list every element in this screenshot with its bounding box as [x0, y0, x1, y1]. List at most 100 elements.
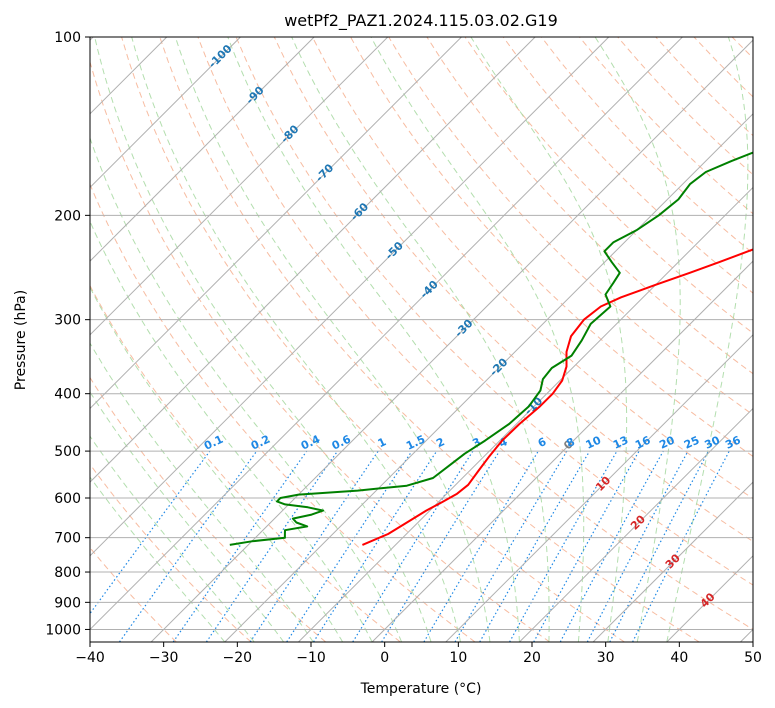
mixing-ratio-label: 25 — [682, 434, 701, 452]
mixing-ratio-line — [249, 450, 379, 642]
dry-adiabat — [693, 37, 753, 98]
mixing-ratio-label: 0.6 — [330, 432, 353, 452]
skewed-isotherm — [150, 39, 753, 642]
mixing-ratio-line — [312, 450, 438, 642]
y-tick-label: 200 — [54, 208, 81, 224]
skewed-isotherm — [90, 37, 315, 262]
dry-adiabat — [90, 376, 327, 642]
dry-adiabat — [121, 37, 625, 642]
y-tick-label: 700 — [54, 531, 81, 547]
y-tick-label: 500 — [54, 444, 81, 460]
dry-adiabat — [502, 37, 753, 294]
mixing-ratio-label: 16 — [633, 433, 653, 451]
mixing-ratio-line — [559, 450, 664, 642]
moist-adiabat — [90, 476, 226, 642]
dry-adiabat — [90, 463, 252, 642]
dry-adiabat — [235, 37, 753, 586]
moist-adiabat — [90, 342, 314, 642]
mixing-ratio-line — [533, 450, 640, 642]
mixing-ratio-line — [509, 450, 618, 642]
isotherm-label: 20 — [628, 512, 648, 532]
skewed-isotherm — [90, 37, 389, 336]
dry-adiabat — [273, 37, 753, 543]
skewed-isotherm — [90, 37, 241, 189]
isotherm-label: -40 — [418, 278, 441, 301]
mixing-ratio-line — [172, 450, 308, 642]
mixing-ratio-label: 1 — [376, 435, 388, 450]
x-tick-label: 20 — [523, 650, 541, 666]
x-tick-label: −30 — [149, 650, 179, 666]
skewed-isotherm — [666, 555, 753, 642]
dry-adiabat — [311, 37, 753, 500]
moist-adiabat — [227, 37, 520, 642]
x-tick-label: 30 — [597, 650, 615, 666]
skewed-isotherm — [592, 481, 753, 642]
temperature-profile — [362, 248, 753, 546]
sounding-profiles — [229, 151, 753, 546]
dry-adiabat — [617, 37, 753, 176]
chart-title: wetPf2_PAZ1.2024.115.03.02.G19 — [284, 11, 558, 31]
y-tick-label: 800 — [54, 565, 81, 581]
skewed-isotherm — [90, 37, 610, 557]
dry-adiabat — [770, 37, 775, 642]
moist-adiabat — [291, 37, 550, 642]
moist-adiabat — [370, 37, 585, 642]
x-tick-label: 50 — [744, 650, 762, 666]
dry-adiabat — [90, 60, 551, 642]
background-lines — [90, 37, 775, 642]
mixing-ratio-line — [632, 450, 730, 642]
isotherm-label: -50 — [383, 239, 406, 262]
skewed-isotherm — [90, 37, 683, 631]
y-axis-label: Pressure (hPa) — [13, 290, 29, 390]
y-tick-label: 300 — [54, 313, 81, 329]
mixing-ratio-label: 36 — [723, 433, 743, 451]
mixing-ratio-line — [90, 450, 211, 615]
mixing-ratio-line — [205, 450, 338, 642]
mixing-ratio-label: 10 — [584, 433, 604, 451]
y-tick-label: 1000 — [45, 622, 81, 638]
plot-frame — [89, 36, 754, 643]
x-tick-label: −40 — [75, 650, 105, 666]
isotherm-label: 40 — [698, 590, 718, 610]
y-tick-label: 100 — [54, 30, 81, 46]
mixing-ratio-label: 4 — [497, 435, 510, 450]
skewed-isotherm — [298, 186, 753, 642]
dry-adiabat — [464, 37, 753, 334]
isotherm-label: 30 — [663, 551, 683, 571]
moist-adiabat — [666, 37, 749, 642]
dry-adiabat — [350, 37, 753, 458]
moist-adiabat — [174, 37, 491, 642]
dry-adiabat — [90, 182, 476, 642]
mixing-ratio-line — [381, 450, 501, 642]
mixing-ratio-label: 0.2 — [249, 433, 272, 453]
x-tick-label: 0 — [380, 650, 389, 666]
skewed-isotherm — [445, 334, 753, 642]
moist-adiabat — [90, 435, 255, 642]
dry-adiabat — [541, 37, 753, 254]
y-tick-label: 900 — [54, 595, 81, 611]
isotherm-label: -100 — [206, 42, 235, 71]
mixing-ratio-line — [119, 450, 258, 642]
mixing-ratio-label: 20 — [657, 433, 677, 451]
moist-adiabat — [90, 286, 344, 642]
skewed-isotherm — [371, 260, 753, 642]
y-tick-label: 400 — [54, 387, 81, 403]
x-tick-label: 10 — [449, 650, 467, 666]
x-axis-ticks: −40 −30 −20 −10 0 10 20 30 40 50 — [75, 642, 762, 666]
y-tick-label: 600 — [54, 491, 81, 507]
mixing-ratio-line — [352, 450, 474, 642]
moist-adiabat — [470, 37, 628, 642]
x-axis-label: Temperature (°C) — [360, 681, 482, 697]
mixing-ratio-label: 0.1 — [202, 433, 225, 453]
x-tick-label: 40 — [670, 650, 688, 666]
skewed-isotherm — [90, 37, 536, 483]
mixing-ratio-line — [286, 450, 413, 642]
skewed-isotherm — [519, 407, 753, 642]
mixing-ratio-label: 30 — [703, 433, 723, 451]
skewed-isotherm — [224, 113, 753, 642]
moist-adiabat — [90, 220, 373, 642]
mixing-ratio-label: 1.5 — [404, 433, 427, 453]
x-tick-label: −10 — [296, 650, 326, 666]
mixing-ratio-label: 13 — [611, 434, 630, 452]
dry-adiabat — [90, 284, 401, 642]
